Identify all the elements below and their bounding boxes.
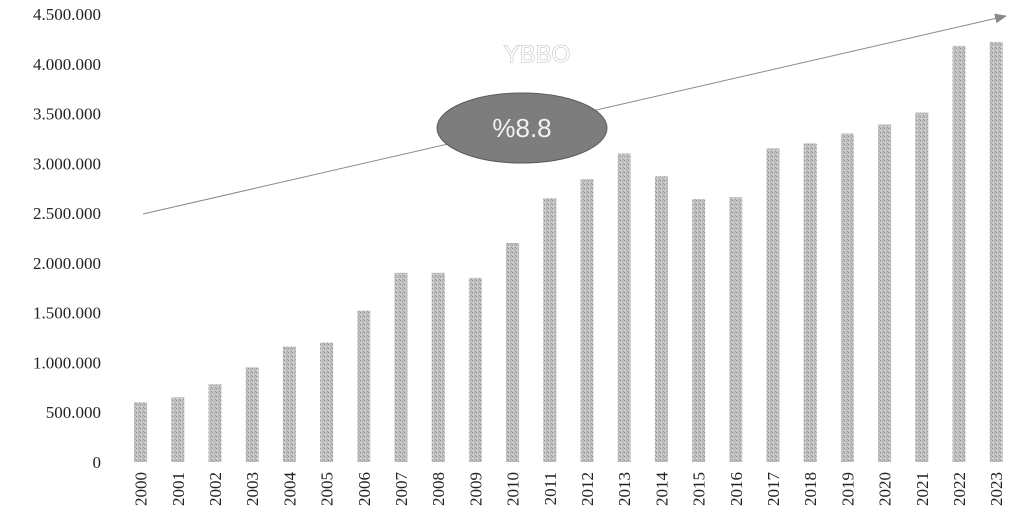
y-axis: 0 500.000 1.000.000 1.500.000 2.000.000 2.500… [33,5,101,472]
bar [654,176,668,462]
y-tick-label: 0 [93,453,102,472]
y-tick-label: 4.500.000 [33,5,101,24]
y-tick-label: 2.000.000 [33,254,101,273]
bar [840,133,854,462]
y-tick-label: 1.500.000 [33,304,101,323]
x-tick-label: 2015 [690,472,709,506]
bar [580,179,594,463]
x-tick-label: 2019 [838,472,857,506]
bar [766,148,780,462]
y-tick-label: 4.000.000 [33,55,101,74]
bar [357,310,371,462]
bar [952,45,966,462]
bar [245,367,259,462]
y-tick-label: 2.500.000 [33,204,101,223]
cagr-badge [436,92,608,164]
y-tick-label: 500.000 [46,403,101,422]
trend-annotation: YBBO %8.8 [142,13,1007,215]
x-tick-label: 2014 [652,472,671,507]
x-tick-label: 2021 [913,472,932,506]
bar [989,41,1003,463]
bar [692,199,706,462]
x-axis: 2000 2001 2002 2003 2004 2005 2006 2007 2008 2009… [132,472,1007,507]
bar [506,242,520,462]
x-tick-label: 2013 [615,472,634,506]
bar [282,346,296,462]
bar-series [134,41,1003,463]
bar [394,272,408,462]
x-tick-label: 2002 [206,472,225,506]
bar [468,277,482,462]
bar [320,342,334,462]
x-tick-label: 2023 [987,472,1006,506]
x-tick-label: 2022 [950,472,969,506]
bar [617,153,631,462]
x-tick-label: 2008 [429,472,448,506]
x-tick-label: 2003 [243,472,262,506]
bar [878,124,892,463]
y-tick-label: 3.500.000 [33,105,101,124]
y-tick-label: 1.000.000 [33,353,101,372]
x-tick-label: 2018 [801,472,820,506]
bar [171,397,185,462]
x-tick-label: 2004 [280,472,299,507]
y-tick-label: 3.000.000 [33,154,101,173]
x-tick-label: 2016 [727,472,746,506]
x-tick-label: 2017 [764,472,783,507]
bar [431,272,445,462]
x-tick-label: 2009 [466,472,485,506]
bar [543,198,557,462]
x-tick-label: 2006 [355,472,374,506]
x-tick-label: 2005 [318,472,337,506]
bar [729,197,743,462]
x-tick-label: 2000 [132,472,151,506]
x-tick-label: 2007 [392,472,411,507]
bar [803,143,817,462]
bar [134,402,148,462]
trend-label: YBBO [504,41,571,68]
x-tick-label: 2010 [504,472,523,506]
x-tick-label: 2011 [541,472,560,505]
x-tick-label: 2020 [876,472,895,506]
cagr-value: %8.8 [492,113,551,143]
x-tick-label: 2012 [578,472,597,506]
x-tick-label: 2001 [169,472,188,506]
bar [208,384,222,462]
bar [915,112,929,462]
